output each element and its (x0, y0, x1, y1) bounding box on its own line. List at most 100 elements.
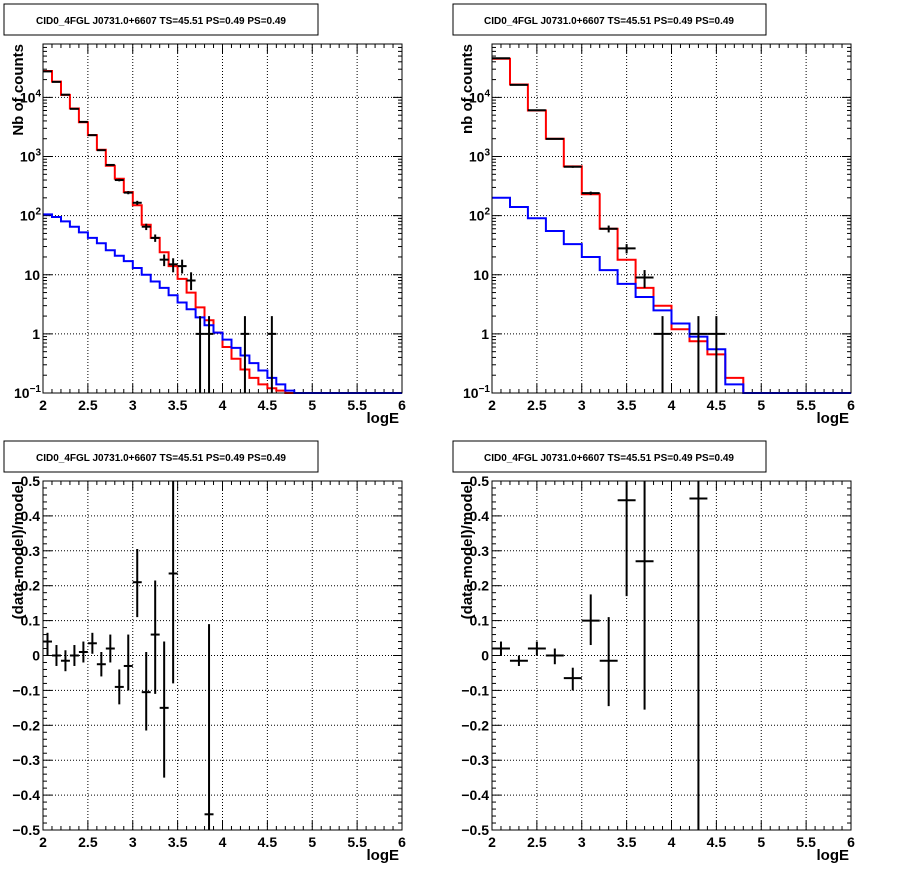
x-tick-label-top-left-0: 2 (39, 397, 47, 413)
data-point-top-left-20 (267, 316, 277, 393)
y-axis-title-bottom-right: (data-model)/model (459, 481, 476, 619)
y-tick-label-top-right-2: 10 (473, 267, 489, 283)
x-axis-title-top-right: logE (817, 410, 850, 427)
data-point-top-left-11 (141, 223, 151, 231)
data-point-bottom-left-15 (204, 624, 214, 830)
y-tick-label-bottom-left-8: 0.3 (21, 543, 41, 559)
data-point-top-right-10 (689, 316, 708, 393)
title-box-top-right (452, 3, 767, 36)
x-tick-label-bottom-right-2: 3 (578, 834, 586, 850)
y-tick-label-top-left-4: 103 (20, 148, 42, 165)
y-tick-label-top-left-2: 10 (24, 267, 40, 283)
x-tick-label-top-left-7: 5.5 (347, 397, 367, 413)
x-tick-label-top-right-5: 4.5 (707, 397, 727, 413)
title-bottom-right: CID0_4FGL J0731.0+6607 TS=45.51 PS=0.49 … (484, 453, 734, 464)
data-point-bottom-left-12 (150, 580, 160, 694)
title-bottom-left: CID0_4FGL J0731.0+6607 TS=45.51 PS=0.49 … (36, 453, 286, 464)
y-tick-label-bottom-right-10: 0.5 (470, 473, 490, 489)
data-point-top-right-8 (635, 270, 654, 288)
x-tick-label-top-right-7: 5.5 (796, 397, 816, 413)
data-point-top-left-7 (105, 163, 115, 166)
y-axis-title-bottom-left: (data-model)/model (10, 481, 27, 619)
y-tick-label-bottom-right-8: 0.3 (470, 543, 490, 559)
data-point-bottom-left-7 (105, 634, 115, 663)
data-point-top-left-10 (132, 200, 142, 205)
data-point-top-right-7 (617, 244, 636, 254)
x-tick-label-bottom-right-5: 4.5 (707, 834, 727, 850)
x-tick-label-top-right-0: 2 (488, 397, 496, 413)
errorbar-series-top-left (43, 70, 277, 393)
x-tick-label-bottom-right-8: 6 (847, 834, 855, 850)
x-tick-label-bottom-left-5: 4.5 (258, 834, 278, 850)
x-tick-label-bottom-left-8: 6 (398, 834, 406, 850)
data-point-top-right-6 (599, 225, 618, 233)
data-point-top-left-9 (123, 191, 133, 195)
data-point-bottom-right-2 (527, 641, 546, 656)
data-point-top-left-3 (69, 107, 79, 110)
x-tick-label-top-left-2: 3 (129, 397, 137, 413)
x-axis-title-top-left: logE (367, 410, 400, 427)
y-axis-title-top-left: Nb of counts (10, 44, 27, 136)
y-tick-label-bottom-right-7: 0.2 (470, 578, 490, 594)
x-tick-label-top-right-3: 3.5 (617, 397, 637, 413)
data-point-top-left-17 (195, 316, 205, 393)
data-point-top-left-15 (177, 259, 187, 274)
x-tick-label-bottom-right-1: 2.5 (527, 834, 547, 850)
y-tick-label-top-right-0: 10−1 (463, 384, 490, 401)
plot-area-bottom-right: 2 2.5 3 3.5 4 4.5 5 5.5 6 −0.5 −0.4 −0.3 −0.2 −0.1 0 0.… (461, 473, 855, 850)
y-tick-label-bottom-right-6: 0.1 (470, 613, 490, 629)
plot-area-top-right: 2 2.5 3 3.5 4 4.5 5 5.5 6 10−1 1 10 102 103 104 (463, 43, 855, 413)
y-tick-label-bottom-left-5: 0 (32, 648, 40, 664)
x-tick-label-bottom-left-2: 3 (129, 834, 137, 850)
data-point-bottom-left-10 (132, 549, 142, 618)
x-tick-label-bottom-left-3: 3.5 (168, 834, 188, 850)
y-tick-label-top-left-5: 104 (20, 88, 42, 105)
y-tick-label-bottom-right-0: −0.5 (461, 822, 489, 838)
title-top-left: CID0_4FGL J0731.0+6607 TS=45.51 PS=0.49 … (36, 16, 286, 27)
x-tick-label-bottom-right-6: 5 (757, 834, 765, 850)
data-point-bottom-left-4 (78, 641, 88, 663)
x-tick-label-top-left-1: 2.5 (78, 397, 98, 413)
data-point-bottom-left-13 (159, 641, 169, 778)
data-point-top-left-12 (150, 234, 160, 242)
data-point-top-left-5 (87, 134, 97, 137)
plot-area-bottom-left: 2 2.5 3 3.5 4 4.5 5 5.5 6 −0.5 −0.4 −0.3 −0.2 −0.1 0 0.… (12, 473, 406, 850)
y-tick-label-bottom-left-6: 0.1 (21, 613, 41, 629)
x-tick-label-bottom-left-1: 2.5 (78, 834, 98, 850)
data-point-top-right-3 (545, 137, 564, 140)
data-point-top-left-4 (78, 120, 88, 123)
data-point-bottom-left-6 (96, 652, 106, 677)
y-tick-label-bottom-left-4: −0.1 (12, 682, 40, 698)
y-tick-label-bottom-right-4: −0.1 (461, 682, 489, 698)
data-point-bottom-left-1 (51, 645, 61, 666)
errorbar-series-bottom-right (492, 481, 708, 830)
x-tick-label-bottom-left-7: 5.5 (347, 834, 367, 850)
data-point-bottom-right-8 (635, 481, 654, 710)
y-tick-label-bottom-right-2: −0.3 (461, 752, 489, 768)
x-tick-label-bottom-right-7: 5.5 (796, 834, 816, 850)
x-axis-title-bottom-left: logE (367, 847, 400, 864)
title-box-bottom-left (3, 440, 319, 473)
x-tick-label-bottom-left-0: 2 (39, 834, 47, 850)
data-point-bottom-right-7 (617, 481, 636, 597)
panel-top-right: CID0_4FGL J0731.0+6607 TS=45.51 PS=0.49 … (452, 3, 855, 427)
x-tick-label-top-right-4: 4 (668, 397, 676, 413)
y-tick-label-bottom-left-10: 0.5 (21, 473, 41, 489)
x-tick-label-bottom-left-6: 5 (308, 834, 316, 850)
y-tick-label-top-left-3: 102 (20, 207, 42, 224)
y-tick-label-top-left-0: 10−1 (14, 384, 41, 401)
data-point-top-left-14 (168, 258, 178, 273)
title-box-bottom-right (452, 440, 767, 473)
data-point-top-right-9 (653, 316, 672, 393)
data-point-bottom-right-4 (563, 667, 582, 691)
y-tick-label-bottom-right-9: 0.4 (470, 508, 490, 524)
plot-frame-bottom-left (42, 480, 403, 831)
x-tick-label-bottom-right-4: 4 (668, 834, 676, 850)
y-tick-label-top-right-5: 104 (469, 88, 491, 105)
data-point-top-left-19 (240, 316, 250, 393)
data-point-bottom-right-0 (492, 641, 510, 656)
y-tick-label-bottom-left-2: −0.3 (12, 752, 40, 768)
data-point-top-left-18 (204, 316, 214, 393)
x-tick-label-top-left-5: 4.5 (258, 397, 278, 413)
y-tick-label-bottom-right-1: −0.4 (461, 787, 489, 803)
